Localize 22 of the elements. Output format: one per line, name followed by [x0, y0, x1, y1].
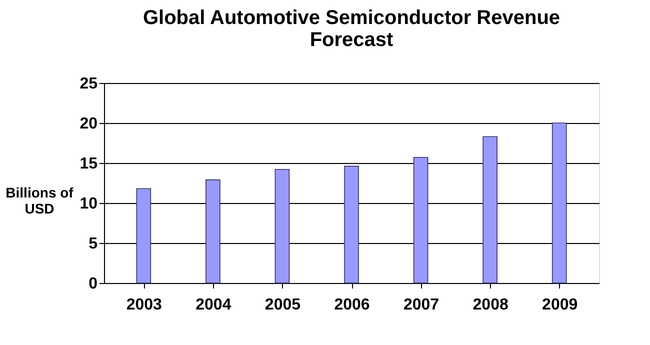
x-tick-label: 2003	[126, 296, 162, 314]
y-axis-title: Billions of USD	[6, 184, 74, 216]
x-tick-label: 2008	[472, 296, 508, 314]
bar	[413, 157, 428, 284]
bar	[274, 169, 290, 284]
x-tick-label: 2004	[196, 296, 232, 314]
y-tick-label: 0	[88, 276, 98, 292]
bar	[552, 122, 567, 284]
bar	[344, 166, 359, 284]
y-tick-label: 10	[80, 196, 98, 212]
y-tick-label: 5	[88, 236, 98, 252]
bar	[136, 188, 152, 284]
y-tick-label: 20	[80, 116, 98, 132]
bar	[482, 136, 498, 284]
y-tick-label: 15	[80, 156, 98, 172]
y-tick-label: 25	[80, 76, 98, 92]
x-tick-label: 2006	[334, 296, 370, 314]
bar	[206, 179, 220, 284]
x-tick-label: 2009	[542, 296, 578, 314]
x-tick-label: 2007	[403, 296, 440, 314]
x-tick-label: 2005	[264, 296, 301, 314]
chart-title: Global Automotive Semiconductor Revenue Forecast	[142, 7, 560, 51]
